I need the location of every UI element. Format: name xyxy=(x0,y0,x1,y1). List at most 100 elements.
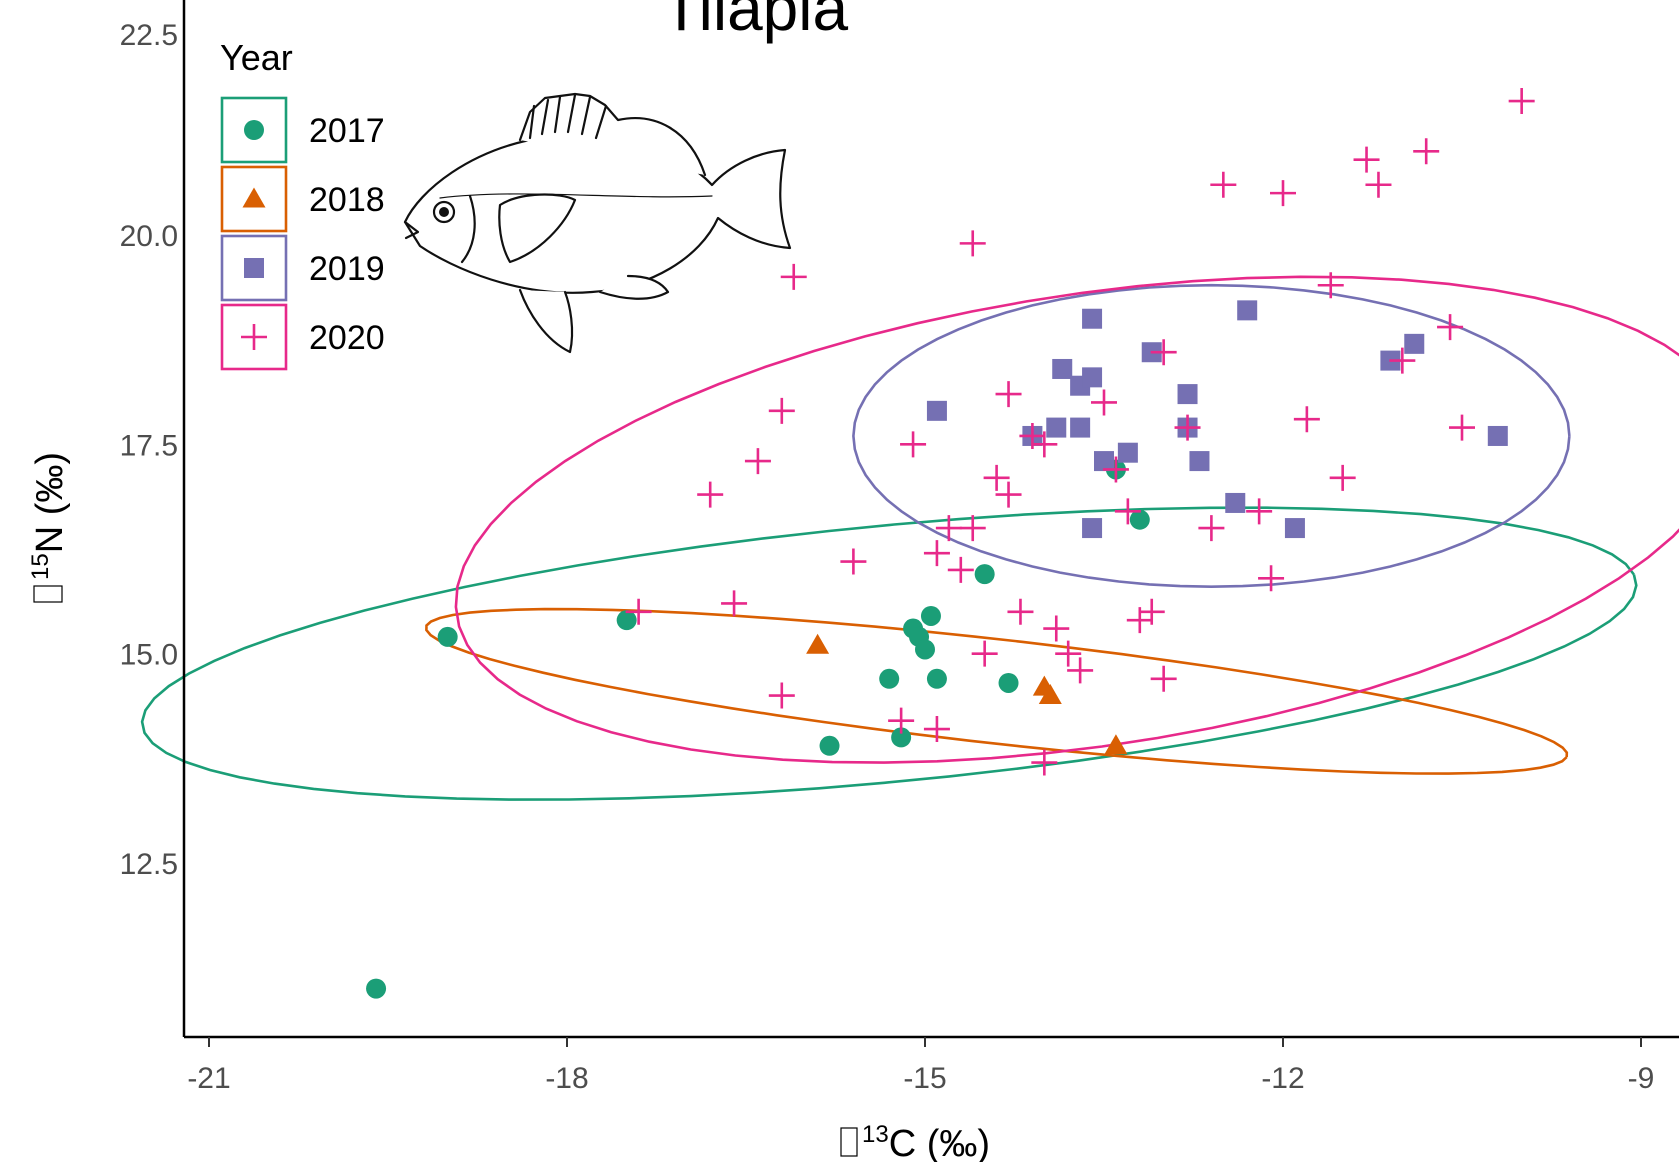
point-2017 xyxy=(819,735,840,756)
point-2020 xyxy=(1150,665,1177,692)
point-2020 xyxy=(959,515,986,542)
ellipse-layer xyxy=(140,275,1679,801)
point-2019 xyxy=(1237,300,1258,321)
point-2020 xyxy=(625,598,652,625)
point-2019 xyxy=(1082,367,1103,388)
y-tick-label: 12.5 xyxy=(120,848,178,881)
point-2017 xyxy=(616,610,637,631)
ellipse-2020 xyxy=(454,275,1679,764)
point-2019 xyxy=(1225,492,1246,513)
y-tick-label: 17.5 xyxy=(120,429,178,462)
point-2020 xyxy=(1007,598,1034,625)
point-2020 xyxy=(1329,464,1356,491)
legend-marker-2019 xyxy=(244,258,264,278)
point-2020 xyxy=(1389,347,1416,374)
legend-key-2019 xyxy=(220,234,288,302)
point-2020 xyxy=(947,556,974,583)
point-2020 xyxy=(1067,657,1094,684)
point-2020 xyxy=(1055,640,1082,667)
point-2019 xyxy=(1177,384,1198,405)
legend-marker-2018 xyxy=(242,187,266,208)
fish-dorsal-fin xyxy=(518,92,707,177)
y-axis-title: 15N (‰) xyxy=(27,452,71,580)
point-2019 xyxy=(1046,417,1067,438)
legend: Year 2017 2018 2019 2020 xyxy=(220,37,385,371)
point-2020 xyxy=(1353,146,1380,173)
x-axis-title: 13C (‰) xyxy=(862,1121,990,1162)
point-2019 xyxy=(1082,308,1103,329)
y-axis-title-main: N (‰) xyxy=(29,452,71,553)
point-2020 xyxy=(900,431,927,458)
point-2020 xyxy=(1150,339,1177,366)
point-2019 xyxy=(1094,451,1114,472)
point-2020 xyxy=(1210,171,1237,198)
point-2020 xyxy=(1031,749,1058,776)
fish-pectoral-fin xyxy=(498,193,577,264)
fish-pupil xyxy=(439,207,449,217)
point-2019 xyxy=(1082,518,1103,539)
point-layer xyxy=(366,88,1535,999)
point-2017 xyxy=(1129,509,1150,530)
point-2020 xyxy=(697,481,724,508)
x-tick-label: -18 xyxy=(545,1062,588,1095)
missing-glyph-box xyxy=(840,1127,858,1157)
point-2020 xyxy=(744,448,771,475)
y-axis-title-group: 15N (‰) xyxy=(27,452,71,603)
y-tick-label: 15.0 xyxy=(120,639,178,672)
point-2020 xyxy=(1437,314,1464,341)
point-2017 xyxy=(891,727,912,748)
point-2019 xyxy=(1052,358,1073,379)
fish-lateral-line xyxy=(439,193,713,199)
x-axis-title-sup: 13 xyxy=(862,1121,889,1148)
tick-layer: -21 -18 -15 -12 -9 12.5 15.0 17.5 20.0 22.5 xyxy=(120,19,1655,1095)
x-tick-label: -9 xyxy=(1628,1062,1655,1095)
x-axis-title-main: C (‰) xyxy=(889,1123,990,1162)
legend-marker-2020 xyxy=(241,324,267,350)
point-2017 xyxy=(437,626,458,647)
x-tick-label: -12 xyxy=(1261,1062,1304,1095)
point-2017 xyxy=(920,605,941,626)
fish-dorsal-rays xyxy=(528,93,608,140)
point-2020 xyxy=(1114,498,1141,525)
legend-title: Year xyxy=(220,37,293,78)
point-2020 xyxy=(1365,171,1392,198)
point-2019 xyxy=(1189,451,1210,472)
fish-anal-fin xyxy=(598,274,670,300)
point-2020 xyxy=(995,481,1022,508)
axis-layer xyxy=(182,0,1679,1039)
point-2019 xyxy=(1117,442,1138,463)
point-2020 xyxy=(1246,498,1273,525)
x-axis-title-group: 13C (‰) xyxy=(840,1121,990,1162)
point-2020 xyxy=(1317,272,1344,299)
point-2020 xyxy=(1413,138,1440,165)
y-tick-label: 22.5 xyxy=(120,19,178,52)
point-2019 xyxy=(1487,425,1508,446)
point-2019 xyxy=(926,400,947,421)
point-2017 xyxy=(974,564,995,585)
point-2020 xyxy=(721,590,748,617)
point-2019 xyxy=(1070,417,1091,438)
ellipse-2018 xyxy=(425,607,1569,775)
point-2020 xyxy=(1449,414,1475,441)
point-2020 xyxy=(1091,389,1117,416)
point-2020 xyxy=(1174,414,1201,441)
fish-icon xyxy=(403,92,792,354)
point-2020 xyxy=(840,548,867,575)
fish-mouth xyxy=(403,220,420,240)
legend-label-2017: 2017 xyxy=(309,112,385,150)
point-2018 xyxy=(1038,684,1062,705)
point-2018 xyxy=(806,633,830,654)
point-2020 xyxy=(780,263,807,290)
ellipse-2019 xyxy=(852,283,1571,589)
point-2017 xyxy=(926,668,947,689)
point-2020 xyxy=(1102,456,1129,483)
missing-glyph-box xyxy=(33,585,63,603)
point-2020 xyxy=(959,230,986,257)
point-2020 xyxy=(1043,615,1070,642)
y-axis-title-sup: 15 xyxy=(27,553,54,580)
legend-label-2020: 2020 xyxy=(309,319,385,357)
point-2017 xyxy=(366,978,387,999)
point-2020 xyxy=(1138,598,1165,625)
point-2017 xyxy=(879,668,900,689)
legend-label-2018: 2018 xyxy=(309,181,385,219)
